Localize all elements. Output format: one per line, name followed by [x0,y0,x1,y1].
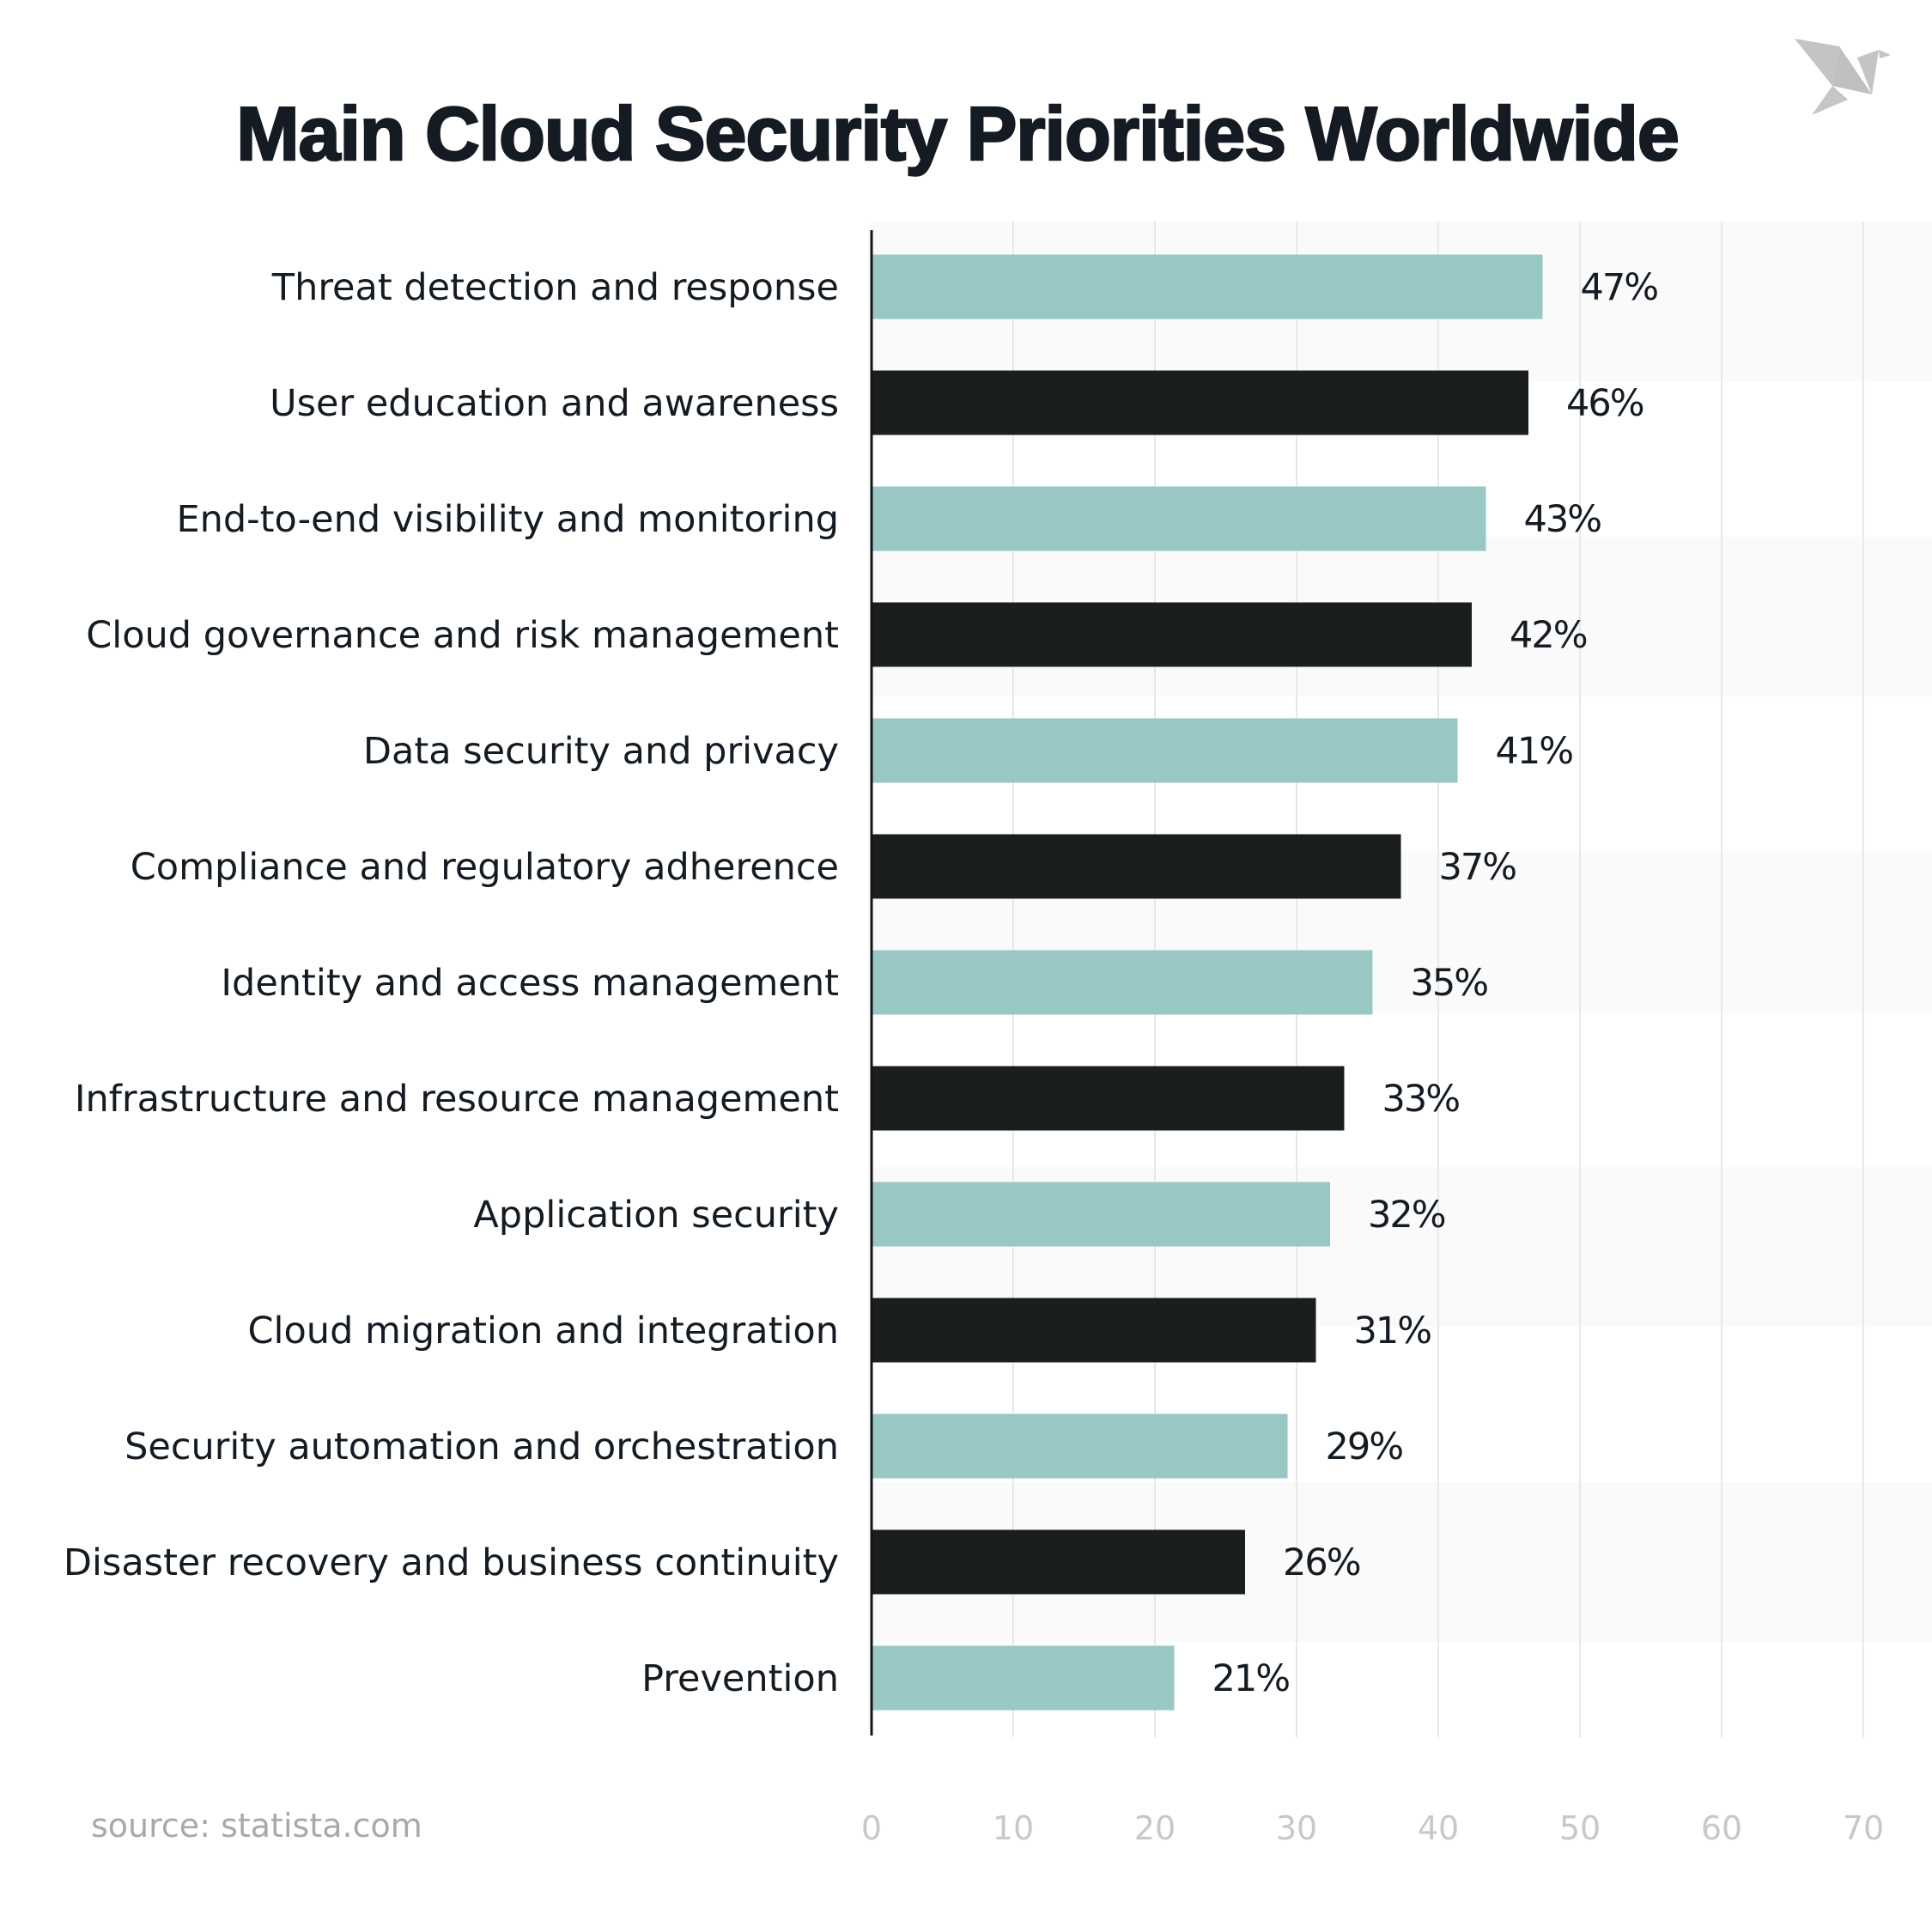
bar [872,254,1543,319]
bar [872,1645,1175,1711]
value-label: 41% [1496,730,1573,773]
value-label: 21% [1212,1657,1290,1700]
value-label: 33% [1382,1078,1460,1121]
bar [872,1298,1316,1363]
bar [872,1066,1345,1131]
x-tick-label: 0 [861,1809,882,1847]
value-label: 31% [1354,1310,1431,1353]
bar [872,718,1458,783]
category-label: Cloud governance and risk management [86,614,839,657]
chart-title: Main Cloud Security Priorities Worldwide [235,90,1680,178]
source-label: source: statista.com [91,1807,422,1845]
bar [872,370,1528,435]
x-tick-label: 50 [1559,1809,1601,1847]
origami-bird-icon [1795,34,1893,119]
bar [872,1529,1245,1595]
x-tick-label: 20 [1134,1809,1176,1847]
category-label: Prevention [641,1657,839,1700]
value-label: 35% [1411,962,1488,1005]
category-label: Data security and privacy [363,730,839,773]
bar [872,1413,1288,1479]
value-label: 26% [1283,1541,1360,1584]
category-label: Application security [473,1194,839,1237]
category-label: End-to-end visibility and monitoring [176,498,839,541]
category-label: Security automation and orchestration [125,1425,839,1468]
value-label: 42% [1510,614,1587,657]
value-label: 32% [1368,1194,1445,1237]
bar [872,602,1472,667]
bar [872,1182,1330,1247]
value-label: 46% [1566,382,1643,425]
x-tick-label: 10 [993,1809,1034,1847]
x-tick-label: 40 [1418,1809,1459,1847]
category-label: Compliance and regulatory adherence [131,846,839,889]
bar [872,834,1401,899]
x-tick-label: 30 [1276,1809,1317,1847]
category-label: Threat detection and response [271,266,839,309]
value-label: 43% [1524,498,1601,541]
value-label: 37% [1439,846,1516,889]
category-label: User education and awareness [270,382,839,425]
x-tick-label: 60 [1701,1809,1742,1847]
bar [872,486,1486,551]
category-label: Identity and access management [221,962,839,1005]
bar [872,950,1373,1015]
x-tick-label: 70 [1843,1809,1884,1847]
category-label: Disaster recovery and business continuit… [64,1541,839,1584]
value-label: 47% [1581,266,1658,309]
category-label: Infrastructure and resource management [75,1078,839,1121]
value-label: 29% [1326,1425,1403,1468]
category-label: Cloud migration and integration [248,1310,839,1353]
